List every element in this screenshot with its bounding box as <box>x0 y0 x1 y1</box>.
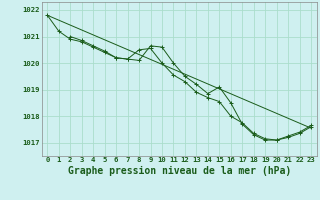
X-axis label: Graphe pression niveau de la mer (hPa): Graphe pression niveau de la mer (hPa) <box>68 166 291 176</box>
